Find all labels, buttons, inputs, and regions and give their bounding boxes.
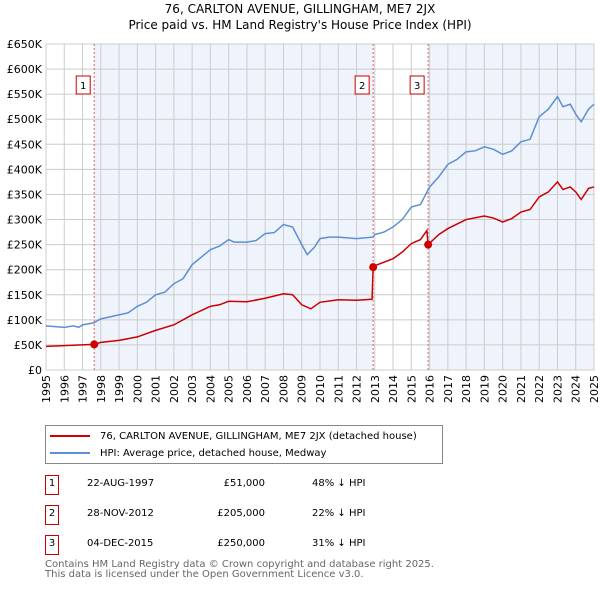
y-tick-label: £400K	[7, 163, 43, 176]
sale-number: 3	[45, 535, 59, 555]
sale-hpi-diff: 22% ↓ HPI	[312, 508, 366, 519]
x-tick-label: 2023	[551, 375, 564, 403]
x-tick-label: 2014	[387, 375, 400, 403]
sale-hpi-diff: 31% ↓ HPI	[312, 538, 366, 549]
price-paid-line	[45, 180, 595, 348]
x-tick-label: 2019	[478, 375, 491, 403]
footer-line: This data is licensed under the Open Gov…	[45, 569, 364, 580]
hpi-line	[45, 95, 595, 329]
sale-marker-label: 3	[414, 81, 420, 92]
chart-subtitle: Price paid vs. HM Land Registry's House …	[128, 18, 472, 32]
legend-item-price: 76, CARLTON AVENUE, GILLINGHAM, ME7 2JX …	[50, 429, 417, 443]
sale-marker-box	[75, 75, 91, 95]
sale-row: 2 28-NOV-2012 £205,000 22% ↓ HPI	[45, 505, 445, 525]
y-tick-label: £100K	[7, 314, 43, 327]
x-tick-label: 2018	[460, 375, 473, 403]
x-tick-label: 2003	[186, 375, 199, 403]
y-tick-label: £650K	[7, 38, 43, 51]
x-tick-label: 2020	[497, 375, 510, 403]
x-tick-label: 2002	[168, 375, 181, 403]
x-tick-label: 2005	[223, 375, 236, 403]
y-tick-label: £450K	[7, 138, 43, 151]
sale-date: 28-NOV-2012	[87, 508, 154, 519]
sale-marker-label: 2	[359, 81, 365, 92]
y-tick-label: £550K	[7, 88, 43, 101]
x-tick-label: 2009	[296, 375, 309, 403]
x-tick-label: 1995	[40, 375, 53, 403]
x-tick-label: 1999	[113, 375, 126, 403]
sale-marker-box	[409, 75, 425, 95]
legend-label-hpi: HPI: Average price, detached house, Medw…	[100, 447, 327, 459]
y-tick-label: £50K	[14, 339, 43, 352]
sale-price: £250,000	[217, 538, 265, 549]
sale-number: 1	[45, 475, 59, 495]
y-tick-label: £300K	[7, 214, 43, 227]
sale-number: 2	[45, 505, 59, 525]
y-tick-label: £500K	[7, 113, 43, 126]
sale-marker-label: 1	[80, 81, 86, 92]
sale-date: 22-AUG-1997	[87, 478, 155, 489]
sale-marker-box	[354, 75, 370, 95]
legend-label-price: 76, CARLTON AVENUE, GILLINGHAM, ME7 2JX …	[100, 430, 417, 442]
legend: 76, CARLTON AVENUE, GILLINGHAM, ME7 2JX …	[45, 425, 443, 464]
shaded-period	[94, 44, 374, 370]
x-tick-label: 2008	[277, 375, 290, 403]
footer: Contains HM Land Registry data © Crown c…	[45, 560, 434, 580]
x-tick-label: 2017	[442, 375, 455, 403]
x-tick-label: 2025	[588, 375, 600, 403]
x-tick-label: 2012	[351, 375, 364, 403]
legend-swatch-price	[50, 435, 90, 437]
x-tick-label: 1998	[95, 375, 108, 403]
x-tick-label: 2021	[515, 375, 528, 403]
sale-row: 1 22-AUG-1997 £51,000 48% ↓ HPI	[45, 475, 445, 495]
sale-price: £51,000	[223, 478, 265, 489]
sale-hpi-diff: 48% ↓ HPI	[312, 478, 366, 489]
sale-point	[90, 340, 99, 349]
legend-swatch-hpi	[50, 452, 90, 454]
sale-price: £205,000	[217, 508, 265, 519]
y-tick-label: £250K	[7, 239, 43, 252]
shaded-period	[428, 44, 594, 370]
x-tick-label: 2016	[424, 375, 437, 403]
sale-point	[369, 263, 378, 272]
sale-date: 04-DEC-2015	[87, 538, 154, 549]
x-tick-label: 2011	[332, 375, 345, 403]
chart-title: 76, CARLTON AVENUE, GILLINGHAM, ME7 2JX	[164, 2, 436, 16]
x-tick-label: 2013	[369, 375, 382, 403]
x-tick-label: 2024	[570, 375, 583, 403]
y-tick-label: £350K	[7, 188, 43, 201]
x-tick-label: 2000	[131, 375, 144, 403]
footer-line: Contains HM Land Registry data © Crown c…	[45, 559, 434, 570]
x-tick-label: 2006	[241, 375, 254, 403]
plot-border	[45, 43, 595, 371]
x-tick-label: 2022	[533, 375, 546, 403]
sale-row: 3 04-DEC-2015 £250,000 31% ↓ HPI	[45, 535, 445, 555]
x-tick-label: 1996	[58, 375, 71, 403]
y-tick-label: £600K	[7, 63, 43, 76]
x-tick-label: 2001	[150, 375, 163, 403]
legend-item-hpi: HPI: Average price, detached house, Medw…	[50, 446, 326, 460]
x-tick-label: 2015	[405, 375, 418, 403]
y-tick-label: £200K	[7, 264, 43, 277]
x-tick-label: 2010	[314, 375, 327, 403]
sale-point	[424, 240, 433, 249]
y-tick-label: £150K	[7, 289, 43, 302]
y-tick-label: £0	[28, 364, 42, 377]
x-tick-label: 1997	[77, 375, 90, 403]
x-tick-label: 2004	[204, 375, 217, 403]
price-chart: £0 £50K £100K £150K £200K £250K £300K £350K £400…	[7, 38, 600, 403]
x-tick-label: 2007	[259, 375, 272, 403]
